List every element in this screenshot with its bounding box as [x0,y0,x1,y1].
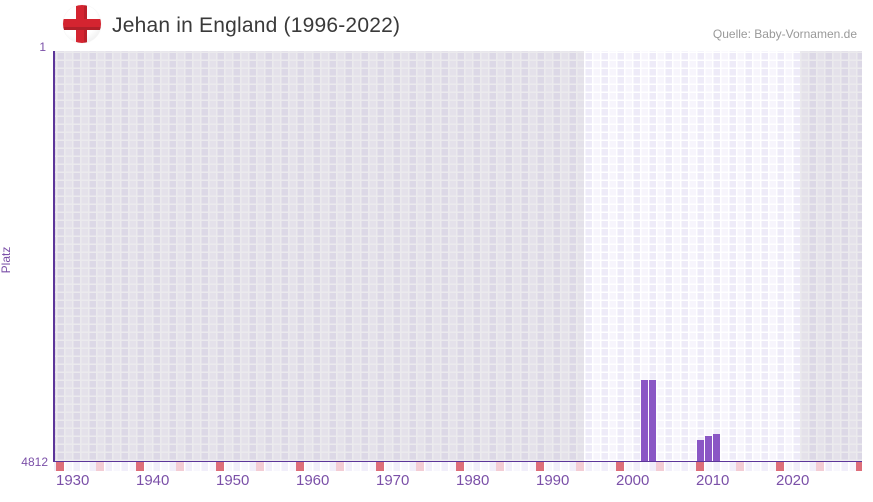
major-tick-2030 [856,462,862,471]
source-credit: Quelle: Baby-Vornamen.de [712,27,857,41]
minor-tick-1985 [496,462,504,471]
bar-2011[interactable] [704,435,712,461]
x-axis-line [53,460,862,462]
bar-2012[interactable] [712,433,720,461]
minor-tick-1955 [256,462,264,471]
minor-tick-2005 [656,462,664,471]
minor-tick-2015 [736,462,744,471]
flag-cross-horizontal [63,19,101,30]
minor-tick-1945 [176,462,184,471]
chart-title: Jehan in England (1996-2022) [112,14,401,37]
x-tick-label-1990: 1990 [536,472,570,489]
y-axis-line [53,51,55,462]
minor-tick-2025 [816,462,824,471]
x-tick-label-1950: 1950 [216,472,250,489]
x-tick-strip [54,462,862,471]
x-tick-label-1980: 1980 [456,472,490,489]
x-tick-label-1970: 1970 [376,472,410,489]
major-tick-2020 [776,462,784,471]
x-tick-label-2010: 2010 [696,472,730,489]
plot-area [54,51,862,461]
y-tick-bottom: 4812 [21,455,48,469]
major-tick-1970 [376,462,384,471]
pre-range-overlay [54,51,584,461]
minor-tick-1995 [576,462,584,471]
x-tick-label-1960: 1960 [296,472,330,489]
england-flag-icon [63,5,101,43]
y-tick-top: 1 [39,40,46,54]
major-tick-2000 [616,462,624,471]
major-tick-1950 [216,462,224,471]
major-tick-2010 [696,462,704,471]
x-axis-labels: 1930 1940 1950 1960 1970 1980 1990 2000 2010 2020 [54,472,873,492]
bar-2003[interactable] [640,379,648,461]
minor-tick-1965 [336,462,344,471]
major-tick-1930 [56,462,64,471]
bar-2004[interactable] [648,379,656,461]
y-axis-label: Platz [0,246,13,274]
x-tick-label-1940: 1940 [136,472,170,489]
minor-tick-1975 [416,462,424,471]
bar-2010[interactable] [696,439,704,461]
major-tick-1980 [456,462,464,471]
x-tick-label-2020: 2020 [776,472,810,489]
post-range-overlay [800,51,862,461]
major-tick-1940 [136,462,144,471]
x-tick-label-1930: 1930 [56,472,90,489]
major-tick-1960 [296,462,304,471]
x-tick-label-2000: 2000 [616,472,650,489]
minor-tick-1935 [96,462,104,471]
major-tick-1990 [536,462,544,471]
